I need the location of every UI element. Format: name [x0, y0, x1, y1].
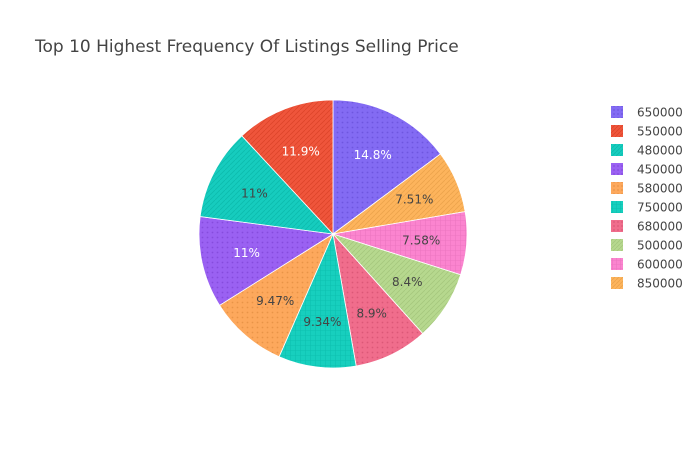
slice-label-550000: 11.9%	[282, 145, 320, 159]
legend-item-550000[interactable]: 550000	[611, 125, 683, 139]
legend: 650000 550000 480000 450000 580000 750000 6800…	[611, 106, 683, 291]
legend-swatch	[611, 220, 623, 232]
slice-label-750000: 9.34%	[303, 315, 341, 329]
legend-label: 500000	[637, 239, 683, 253]
pie-slice-480000[interactable]	[199, 135, 335, 235]
pie-slice-450000[interactable]	[198, 216, 335, 306]
legend-item-680000[interactable]: 680000	[611, 220, 683, 234]
slice-label-450000: 11%	[233, 246, 260, 260]
slice-label-600000: 7.58%	[402, 233, 440, 247]
legend-swatch	[611, 106, 623, 118]
slice-label-500000: 8.4%	[392, 275, 423, 289]
legend-label: 550000	[637, 125, 683, 139]
legend-label: 480000	[637, 144, 683, 158]
legend-item-450000[interactable]: 450000	[611, 163, 683, 177]
legend-swatch	[611, 125, 623, 137]
pie-slice-650000[interactable]	[332, 99, 442, 235]
legend-label: 650000	[637, 106, 683, 120]
legend-label: 680000	[637, 220, 683, 234]
legend-swatch	[611, 201, 623, 213]
pie-slice-580000[interactable]	[219, 232, 334, 358]
legend-item-500000[interactable]: 500000	[611, 239, 683, 253]
legend-label: 850000	[637, 277, 683, 291]
legend-item-600000[interactable]: 600000	[611, 258, 683, 272]
legend-item-650000[interactable]: 650000	[611, 106, 683, 120]
slice-label-650000: 14.8%	[354, 148, 392, 162]
pie-slices	[198, 99, 468, 369]
legend-swatch	[611, 277, 623, 289]
legend-swatch	[611, 239, 623, 251]
legend-item-580000[interactable]: 580000	[611, 182, 683, 196]
pie-slice-750000[interactable]	[278, 232, 357, 369]
slice-label-680000: 8.9%	[356, 307, 387, 321]
legend-swatch	[611, 144, 623, 156]
legend-label: 600000	[637, 258, 683, 272]
legend-swatch	[611, 258, 623, 270]
legend-swatch	[611, 163, 623, 175]
legend-label: 580000	[637, 182, 683, 196]
legend-swatch	[611, 182, 623, 194]
slice-label-850000: 7.51%	[395, 192, 433, 206]
legend-item-750000[interactable]: 750000	[611, 201, 683, 215]
slice-labels: 14.8% 7.51% 7.58% 8.4% 8.9% 9.34% 9.47% 11% 11% 1…	[233, 145, 440, 329]
chart-title: Top 10 Highest Frequency Of Listings Sel…	[34, 37, 459, 57]
legend-item-850000[interactable]: 850000	[611, 277, 683, 291]
pie-slice-550000[interactable]	[241, 99, 334, 236]
legend-label: 750000	[637, 201, 683, 215]
legend-label: 450000	[637, 163, 683, 177]
legend-item-480000[interactable]: 480000	[611, 144, 683, 158]
slice-label-480000: 11%	[241, 186, 268, 200]
slice-label-580000: 9.47%	[256, 294, 294, 308]
